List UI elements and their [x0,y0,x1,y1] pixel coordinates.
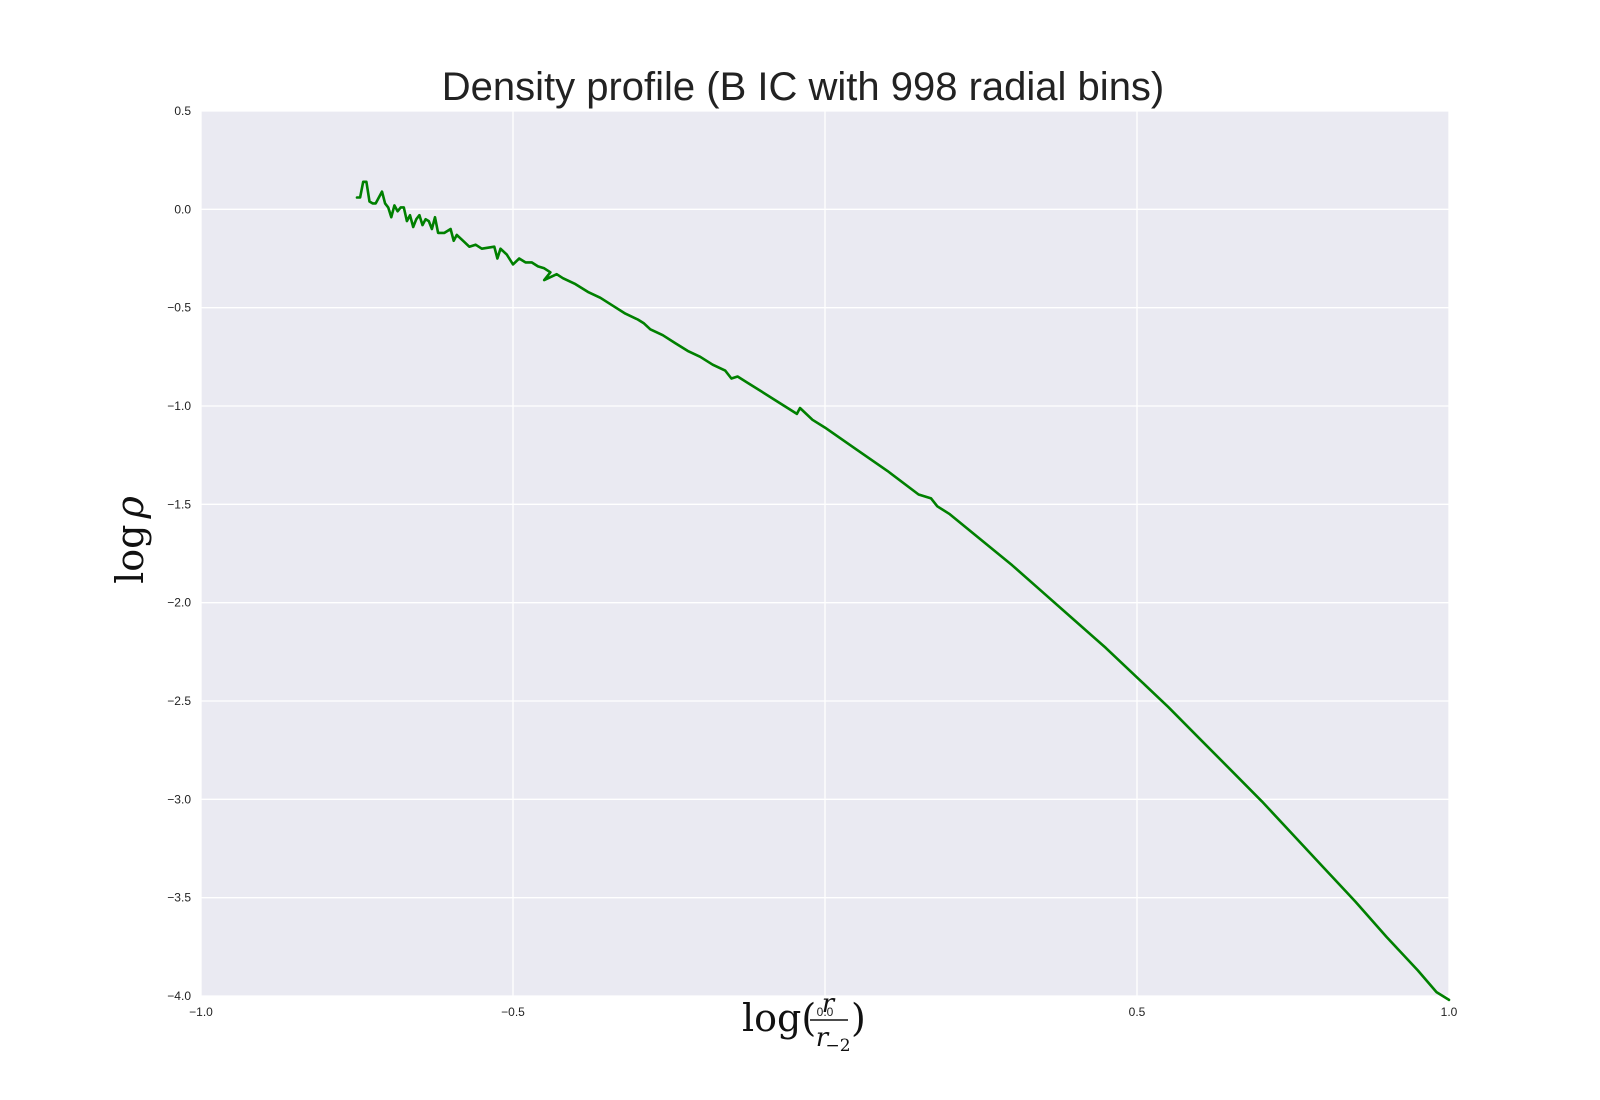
x-axis-label: log( r r −2 ) [742,989,866,1056]
x-axis-label-denominator: r [816,1023,830,1053]
y-tick-label: −0.5 [167,301,191,315]
y-tick-label: −2.5 [167,694,191,708]
x-tick-label: −0.5 [501,1005,525,1019]
y-tick-label: −3.0 [167,792,191,806]
x-tick-label: −1.0 [189,1005,213,1019]
chart-title: Density profile (B IC with 998 radial bi… [442,65,1165,109]
x-tick-label: 0.0 [817,1005,834,1019]
y-tick-label: −1.0 [167,399,191,413]
x-axis-label-subscript: −2 [825,1036,850,1056]
y-tick-label: −4.0 [167,989,191,1003]
density-series-line [355,180,1451,1002]
y-tick-label: −3.5 [167,891,191,905]
y-tick-label: −2.0 [167,596,191,610]
y-tick-label: −1.5 [167,497,191,511]
y-axis-label-text: logρ [108,495,152,583]
y-tick-label: 0.0 [174,202,191,216]
x-axis-label-close-paren: ) [851,996,866,1040]
x-tick-labels: −1.0 −0.5 0.0 0.5 1.0 [189,1005,1458,1019]
x-tick-label: 1.0 [1441,1005,1458,1019]
x-axis-label-log: log( [742,996,816,1040]
y-axis-label: logρ [108,495,152,583]
grid-lines [200,110,1450,997]
y-tick-labels: 0.5 0.0 −0.5 −1.0 −1.5 −2.0 −2.5 −3.0 −3.5 −4.0 [167,104,191,1003]
x-axis-label-numerator: r [822,989,836,1019]
y-tick-label: 0.5 [174,104,191,118]
x-tick-label: 0.5 [1129,1005,1146,1019]
